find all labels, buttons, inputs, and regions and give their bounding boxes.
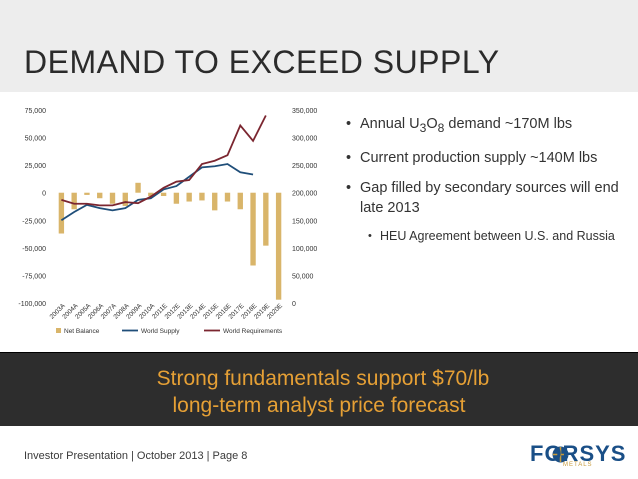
banner: Strong fundamentals support $70/lb long-… [0, 352, 638, 427]
right-tick-label: 250,000 [292, 163, 317, 170]
net-balance-bar [212, 192, 218, 211]
left-tick-label: 25,000 [25, 163, 47, 170]
net-balance-bar [250, 192, 256, 266]
legend-label-world-supply: World Supply [141, 328, 180, 335]
bullet-gap: Gap filled by secondary sources will end… [346, 178, 628, 218]
world-requirements-line [61, 115, 267, 207]
net-balance-bar [199, 192, 205, 201]
right-tick-label: 300,000 [292, 136, 317, 143]
logo-globe-icon [552, 446, 569, 463]
supply-demand-chart: 75,000 50,000 25,000 0 -25,000 -50,000 -75,000… [18, 108, 317, 335]
net-balance-bar [97, 192, 103, 199]
legend-label-net-balance: Net Balance [64, 328, 100, 335]
banner-line-2: long-term analyst price forecast [172, 394, 466, 417]
bullet-demand: Annual U3O8 demand ~170M lbs [346, 114, 628, 138]
banner-line-1: Strong fundamentals support $70/lb [156, 367, 490, 390]
right-tick-label: 0 [292, 301, 296, 308]
bullet-supply: Current production supply ~140M lbs [346, 148, 628, 168]
left-tick-label: -25,000 [22, 218, 46, 225]
logo-subtext: METALS [563, 462, 593, 468]
net-balance-bar [71, 192, 77, 210]
right-tick-label: 100,000 [292, 246, 317, 253]
net-balance-bar [122, 192, 128, 206]
right-tick-label: 50,000 [292, 273, 314, 280]
left-tick-label: 0 [42, 191, 46, 198]
left-tick-label: -75,000 [22, 273, 46, 280]
net-balance-bar [58, 192, 65, 234]
title-band [0, 0, 638, 92]
net-balance-bar [160, 192, 167, 197]
world-supply-line [60, 163, 254, 222]
right-tick-label: 200,000 [292, 191, 317, 198]
net-balance-bar [109, 192, 116, 204]
bullet-demand-text-c: demand ~170M lbs [444, 116, 573, 132]
legend-label-world-requirements: World Requirements [223, 328, 283, 335]
left-tick-label: 50,000 [25, 136, 47, 143]
page-title: DEMAND TO EXCEED SUPPLY [24, 44, 500, 80]
bullet-demand-sub-b: 8 [437, 120, 445, 135]
net-balance-bar [237, 192, 243, 210]
net-balance-bar [173, 192, 180, 204]
left-tick-label: -50,000 [22, 246, 46, 253]
bullet-demand-text-b: O [426, 116, 438, 132]
bullet-demand-sub-a: 3 [419, 120, 427, 135]
footer-text: Investor Presentation | October 2013 | P… [24, 450, 248, 462]
logo-wordmark: FORSYS [530, 441, 627, 466]
legend-swatch-net-balance [56, 328, 61, 333]
right-tick-label: 150,000 [292, 218, 317, 225]
net-balance-bar [275, 192, 282, 300]
net-balance-bar [224, 192, 231, 202]
bullet-list: Annual U3O8 demand ~170M lbs Current pro… [346, 114, 628, 245]
net-balance-bar [186, 192, 192, 202]
right-tick-label: 350,000 [292, 108, 317, 115]
net-balance-bar [135, 182, 141, 193]
net-balance-bar [84, 192, 90, 195]
left-tick-label: 75,000 [25, 108, 47, 115]
left-tick-label: -100,000 [18, 301, 46, 308]
footer [0, 426, 638, 479]
sub-bullet-heu: HEU Agreement between U.S. and Russia [346, 228, 628, 245]
net-balance-bar [148, 192, 154, 197]
net-balance-bar [263, 192, 269, 246]
bullet-demand-text-a: Annual U [360, 116, 420, 132]
